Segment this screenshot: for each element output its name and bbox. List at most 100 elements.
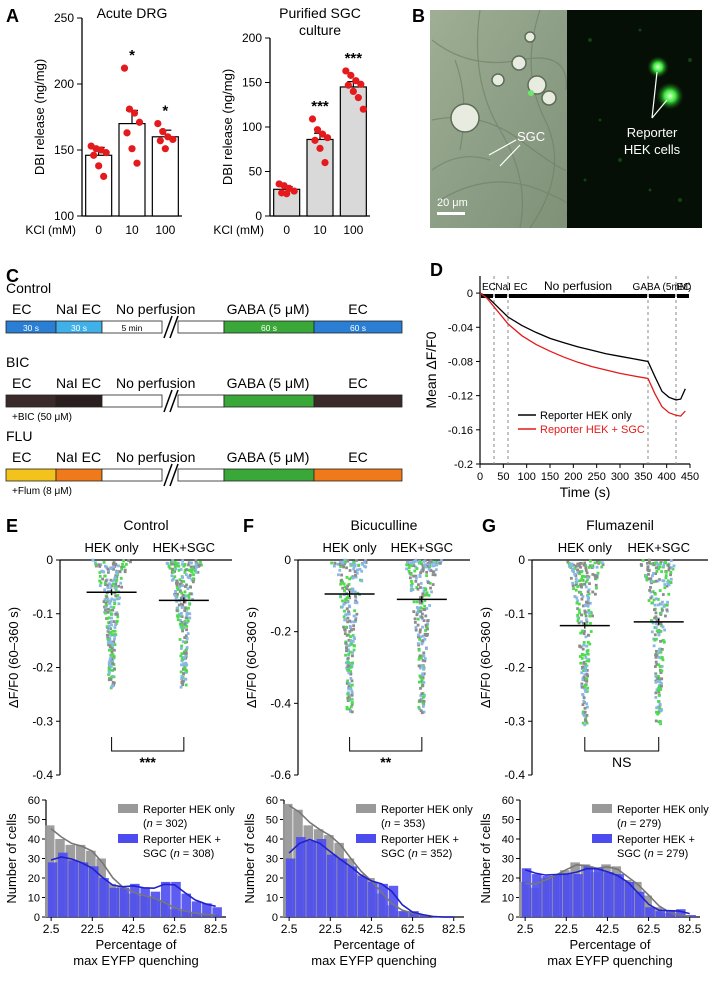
y-tick-label: -0.4: [270, 696, 291, 710]
data-point: [645, 576, 649, 580]
legend-label: Reporter HEK +: [381, 834, 459, 846]
data-point: [346, 692, 350, 696]
data-point: [349, 626, 352, 630]
data-point: [358, 567, 362, 571]
data-point: [349, 705, 353, 709]
data-point: [584, 585, 588, 589]
data-point: [180, 674, 184, 678]
data-point: [586, 576, 590, 580]
data-point: [185, 637, 189, 640]
data-point: [658, 589, 662, 592]
data-point: [179, 654, 183, 658]
legend-swatch: [592, 804, 612, 813]
data-point: [108, 676, 111, 680]
data-point: [430, 590, 433, 594]
data-point: [188, 573, 192, 577]
data-point: [653, 633, 657, 637]
data-point: [580, 585, 583, 589]
data-point: [172, 570, 175, 574]
x-axis-label: max EYFP quenching: [73, 953, 199, 968]
data-point: [174, 596, 178, 600]
data-point: [106, 607, 110, 611]
data-point: [181, 584, 184, 587]
data-point: [345, 634, 349, 637]
data-point: [186, 587, 190, 590]
x-tick-label: 100: [343, 223, 363, 237]
histogram-bar: [88, 866, 99, 917]
data-point: [347, 588, 351, 592]
data-point: [342, 582, 346, 586]
data-point: [183, 622, 187, 626]
break-mark: [169, 463, 179, 487]
data-point: [435, 563, 439, 567]
data-point: [658, 665, 662, 668]
data-point: [433, 573, 437, 577]
legend-label: Reporter HEK +: [617, 834, 695, 846]
data-point: [169, 135, 177, 144]
data-point: [437, 561, 440, 565]
data-point: [98, 574, 102, 578]
data-point: [183, 636, 187, 640]
data-point: [582, 669, 585, 673]
data-point: [656, 689, 660, 692]
data-point: [350, 689, 354, 693]
data-point: [345, 646, 348, 650]
data-point: [180, 606, 184, 609]
data-point: [655, 663, 659, 666]
data-point: [568, 563, 572, 567]
data-point: [112, 648, 116, 652]
data-point: [114, 586, 117, 590]
data-point: [417, 664, 421, 668]
data-point: [351, 634, 355, 637]
data-point: [103, 588, 107, 592]
y-axis-label: Number of cells: [478, 813, 493, 904]
data-point: [354, 94, 362, 102]
data-point: [116, 594, 120, 597]
drug-label: +BIC (50 μM): [12, 412, 72, 423]
data-point: [349, 710, 353, 713]
data-point: [176, 615, 180, 619]
data-point: [656, 598, 660, 601]
data-point: [659, 722, 662, 726]
data-point: [159, 127, 167, 136]
data-point: [111, 644, 114, 648]
data-point: [576, 568, 579, 572]
cell-texture: [431, 9, 575, 229]
data-point: [669, 566, 673, 570]
flumazenil-scatter-plot: Flumazenil 0 -0.1 -0.2 -0.3 -0.4 ΔF/F0 (60–360…: [478, 517, 708, 782]
data-point: [669, 559, 673, 562]
drug-label: +Flum (8 μM): [12, 486, 72, 497]
data-point: [583, 673, 587, 677]
histogram-bar: [212, 907, 222, 917]
data-point: [185, 607, 189, 611]
data-point: [581, 653, 585, 657]
data-point: [349, 87, 357, 95]
data-point: [177, 568, 181, 572]
data-point: [666, 579, 670, 583]
data-point: [649, 596, 653, 600]
data-point: [665, 608, 669, 612]
data-point: [425, 625, 429, 629]
data-point: [587, 588, 591, 592]
data-point: [583, 609, 587, 613]
data-point: [415, 586, 419, 589]
data-point: [183, 651, 186, 655]
data-point: [180, 681, 184, 684]
data-point: [418, 599, 422, 603]
data-point: [106, 641, 110, 645]
data-point: [571, 584, 575, 588]
significance-marker: ***: [345, 50, 363, 67]
data-point: [584, 669, 587, 673]
data-point: [657, 711, 661, 715]
data-point: [183, 590, 187, 594]
x-tick-label: 400: [657, 471, 675, 483]
data-point: [664, 574, 668, 577]
data-point: [191, 577, 195, 581]
data-point: [188, 616, 192, 620]
data-point: [110, 613, 113, 616]
data-point: [107, 610, 111, 614]
chart-title: Flumazenil: [586, 517, 654, 533]
sgc-label: SGC: [517, 129, 545, 144]
data-point: [576, 613, 580, 617]
data-point: [195, 565, 198, 569]
